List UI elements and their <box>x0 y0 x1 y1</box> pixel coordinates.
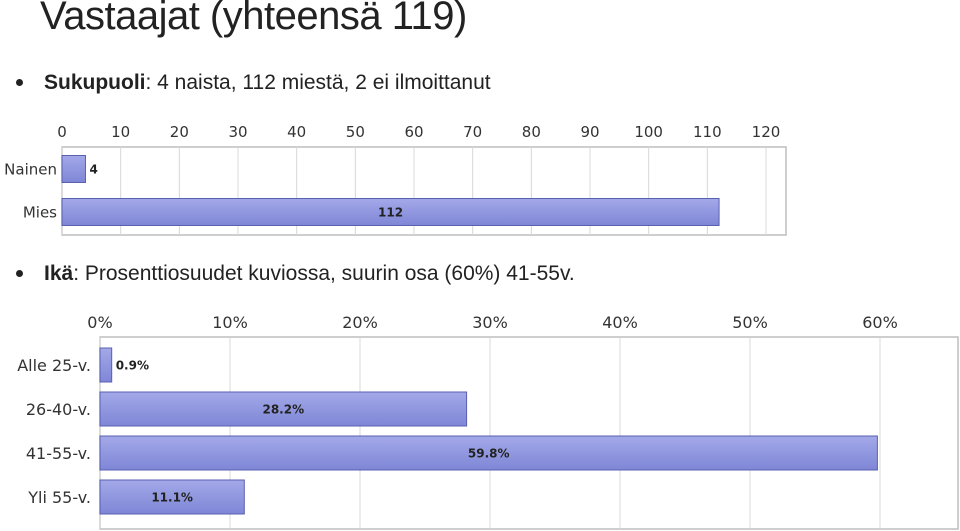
category-label: Nainen <box>4 160 57 178</box>
page-title: Vastaajat (yhteensä 119) <box>40 0 467 38</box>
bar-26-40-v <box>99 391 468 427</box>
tick-label: 110 <box>693 123 722 141</box>
tick-label: 10 <box>111 123 130 141</box>
bar-41-55-v <box>99 435 878 471</box>
bar-mies <box>61 198 720 226</box>
age-chart: 0% 10% 20% 30% 40% 50% 60% Alle 25-v. 0.9% 26-40-… <box>17 313 959 530</box>
tick-label: 60% <box>862 313 898 332</box>
tick-label: 80 <box>522 123 541 141</box>
bar-nainen <box>61 155 86 183</box>
bullet-age: Ikä: Prosenttiosuudet kuviossa, suurin o… <box>16 262 575 286</box>
data-label: 0.9% <box>116 358 149 372</box>
tick-label: 30% <box>472 313 508 332</box>
tick-label: 30 <box>228 123 247 141</box>
tick-label: 20% <box>342 313 378 332</box>
tick-label: 100 <box>634 123 663 141</box>
tick-label: 40 <box>287 123 306 141</box>
tick-label: 90 <box>580 123 599 141</box>
category-label: 26-40-v. <box>26 400 91 419</box>
bullet-age-label: Ikä <box>44 262 74 285</box>
data-label: 4 <box>89 162 97 176</box>
category-label: Alle 25-v. <box>17 356 91 375</box>
data-label: 11.1% <box>151 490 193 504</box>
bar-yli-55-v <box>99 479 245 515</box>
tick-label: 0% <box>87 313 112 332</box>
tick-label: 50% <box>732 313 768 332</box>
category-label: Mies <box>23 203 57 221</box>
bullet-gender: Sukupuoli: 4 naista, 112 miestä, 2 ei il… <box>16 71 491 95</box>
data-label: 28.2% <box>262 402 304 416</box>
tick-label: 40% <box>602 313 638 332</box>
tick-label: 70 <box>463 123 482 141</box>
tick-label: 10% <box>212 313 248 332</box>
bullet-dot <box>16 79 23 86</box>
category-label: 41-55-v. <box>26 444 91 463</box>
bullet-gender-text: : 4 naista, 112 miestä, 2 ei ilmoittanut <box>145 71 491 94</box>
tick-label: 60 <box>404 123 423 141</box>
tick-label: 20 <box>170 123 189 141</box>
data-label: 112 <box>378 205 403 219</box>
bullet-age-text: : Prosenttiosuudet kuviossa, suurin osa … <box>73 262 575 285</box>
category-label: Yli 55-v. <box>27 488 91 507</box>
gender-chart: 0 10 20 30 40 50 60 70 80 90 100 110 120 Nainen 4 Mies 1… <box>4 123 787 236</box>
tick-label: 120 <box>752 123 781 141</box>
tick-label: 50 <box>346 123 365 141</box>
bullet-dot <box>16 270 23 277</box>
bullet-gender-label: Sukupuoli <box>44 71 146 94</box>
bar-alle-25-v <box>99 347 113 383</box>
tick-label: 0 <box>57 123 67 141</box>
data-label: 59.8% <box>468 446 510 460</box>
